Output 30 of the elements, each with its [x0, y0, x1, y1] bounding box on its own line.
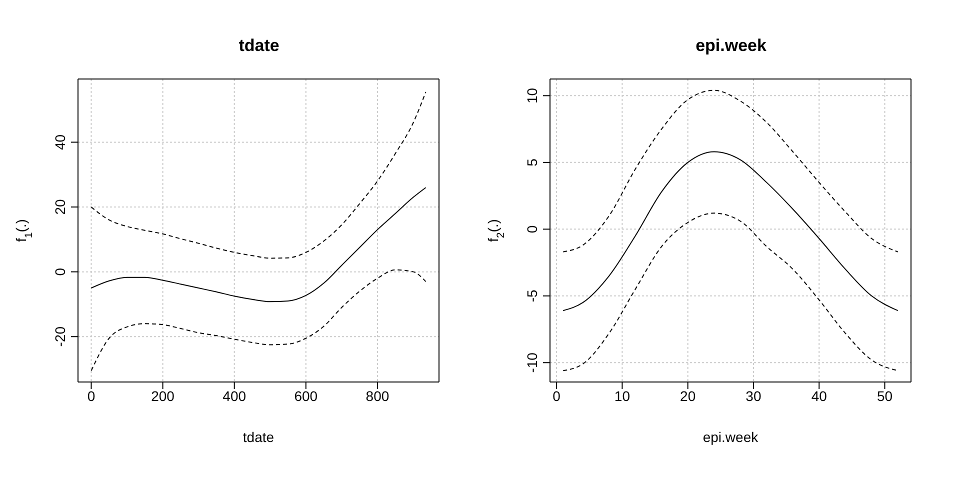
line-series: [90, 187, 426, 302]
line-series: [562, 90, 898, 252]
x-axis-title: epi.week: [702, 429, 760, 445]
chart-title: tdate: [238, 36, 280, 56]
chart-title: epi.week: [694, 36, 768, 56]
x-tick-label: 30: [746, 388, 762, 404]
x-tick-label: 800: [366, 388, 390, 404]
y-tick-label: -5: [524, 289, 540, 302]
y-tick-label: 0: [524, 225, 540, 234]
line-series: [90, 269, 426, 372]
x-axis-title: tdate: [242, 429, 274, 445]
x-tick-label: 20: [680, 388, 696, 404]
x-tick-label: 400: [222, 388, 246, 404]
y-tick-label: 40: [52, 134, 68, 150]
line-series: [90, 91, 426, 259]
y-tick-label: 5: [524, 158, 540, 166]
x-tick-label: 40: [811, 388, 828, 404]
y-tick-label: -10: [524, 352, 540, 373]
y-tick-label: -20: [52, 326, 68, 347]
x-tick-label: 0: [87, 388, 96, 404]
y-tick-label: 0: [52, 268, 68, 276]
line-series: [562, 212, 898, 372]
line-series: [562, 151, 898, 312]
x-tick-label: 600: [294, 388, 318, 404]
x-tick-label: 200: [151, 388, 175, 404]
x-tick-label: 0: [552, 388, 561, 404]
y-tick-label: 20: [52, 199, 68, 215]
x-tick-label: 10: [614, 388, 630, 404]
y-tick-label: 10: [524, 88, 540, 104]
x-tick-label: 50: [876, 388, 893, 404]
